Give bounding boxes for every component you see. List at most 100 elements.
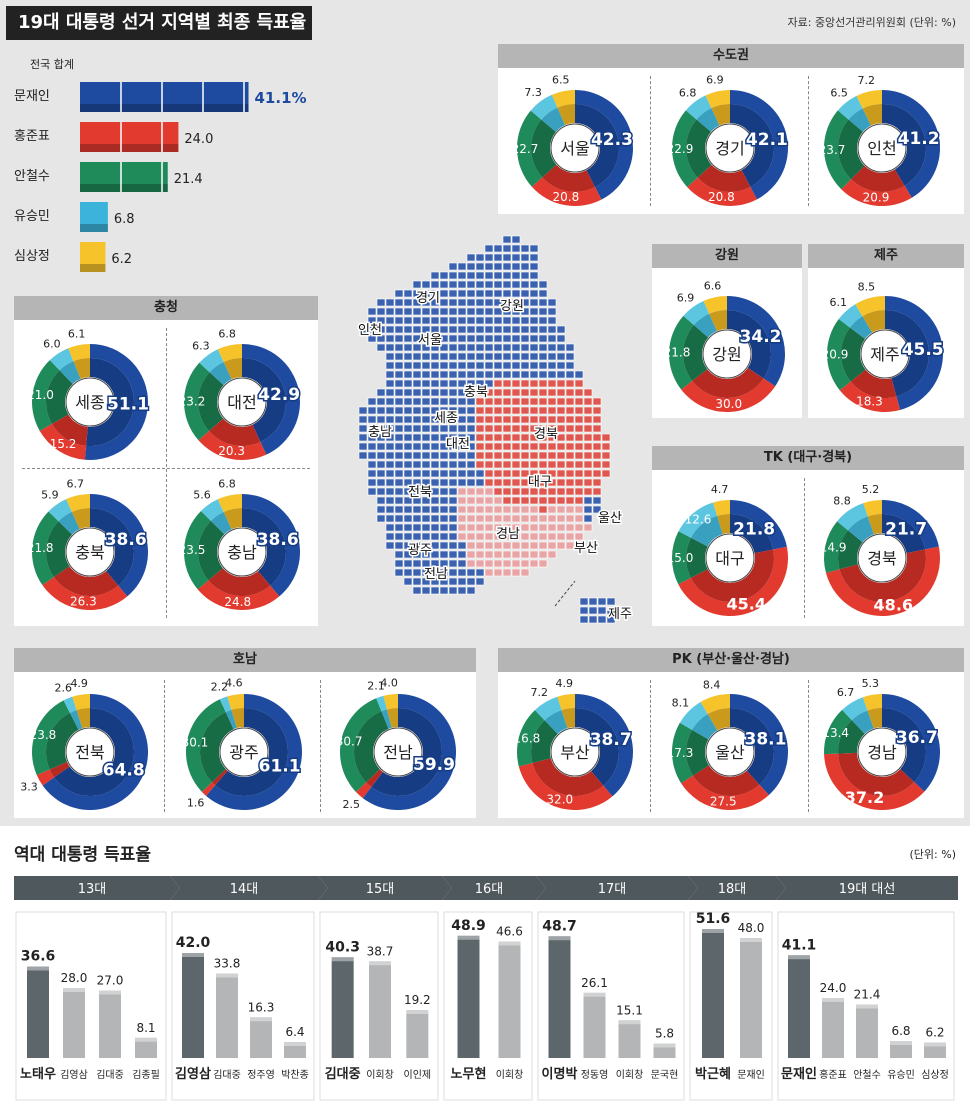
map-tile (412, 343, 422, 352)
donut-slice (518, 762, 613, 810)
map-tile (529, 442, 539, 451)
donut-inner-slice (544, 710, 568, 734)
map-tile (439, 325, 449, 334)
map-tile (484, 532, 494, 541)
map-tile (520, 307, 530, 316)
donut-slice (201, 782, 216, 796)
map-tile (421, 424, 431, 433)
map-tile (556, 514, 566, 523)
map-tile (385, 316, 395, 325)
map-tile (565, 370, 575, 379)
map-tile (448, 514, 458, 523)
map-tile (547, 532, 557, 541)
history-bar-top (583, 992, 606, 997)
map-tile (475, 496, 485, 505)
donut-value: 30.1 (182, 735, 209, 749)
map-tile-jeju (597, 597, 607, 606)
map-tile (448, 469, 458, 478)
map-tile (547, 424, 557, 433)
map-tile (493, 514, 503, 523)
map-tile (430, 532, 440, 541)
map-tile (583, 388, 593, 397)
election-label: 17대 (598, 882, 627, 897)
map-tile (403, 577, 413, 586)
map-tile (448, 577, 458, 586)
map-tile (421, 568, 431, 577)
map-tile (376, 334, 386, 343)
donut-inner-slice (212, 769, 228, 786)
map-tile (574, 532, 584, 541)
map-tile (529, 550, 539, 559)
map-tile (493, 316, 503, 325)
donut-center (857, 533, 907, 583)
map-tile (394, 460, 404, 469)
map-tile (457, 316, 467, 325)
map-tile (448, 298, 458, 307)
history-title: 역대 대통령 득표율 (14, 845, 151, 865)
map-tile (475, 370, 485, 379)
map-tile (493, 388, 503, 397)
map-tile (457, 334, 467, 343)
donut-center (705, 727, 755, 777)
map-tile (574, 487, 584, 496)
donut-slice (672, 722, 693, 784)
map-tile (475, 343, 485, 352)
history-candidate: 김종필 (132, 1069, 160, 1081)
map-tile (466, 298, 476, 307)
donut-inner-slice (46, 370, 73, 424)
national-name: 심상정 (14, 249, 50, 264)
map-tile (529, 451, 539, 460)
donut-value: 34.2 (740, 327, 782, 347)
map-tile (538, 334, 548, 343)
map-tile (556, 325, 566, 334)
map-tile (592, 496, 602, 505)
donut-inner-slice (561, 708, 575, 729)
donut-slice (198, 431, 267, 460)
donut-value: 32.0 (546, 793, 573, 807)
map-tile (448, 496, 458, 505)
map-tile (574, 460, 584, 469)
map-tile (385, 433, 395, 442)
map-tile (466, 406, 476, 415)
map-tile (457, 289, 467, 298)
history-bar (822, 998, 844, 1058)
map-tile (385, 415, 395, 424)
map-tile (529, 523, 539, 532)
map-tile (475, 271, 485, 280)
map-tile (430, 433, 440, 442)
map-tile (574, 523, 584, 532)
donut-inner-slice (542, 164, 596, 193)
history-candidate: 이회창 (496, 1069, 524, 1081)
map-tile (394, 541, 404, 550)
map-tile (511, 379, 521, 388)
map-tile (466, 496, 476, 505)
map-tile (475, 478, 485, 487)
map-tile (538, 316, 548, 325)
map-tile (511, 262, 521, 271)
national-bar-shadow (80, 184, 168, 192)
donut-slice (672, 531, 691, 585)
map-tile (484, 469, 494, 478)
donut-inner-slice (86, 358, 134, 446)
election-label: 13대 (78, 882, 107, 897)
donut-inner-slice (730, 708, 774, 785)
map-tile (439, 541, 449, 550)
map-tile (547, 379, 557, 388)
map-tile (511, 478, 521, 487)
map-tile (448, 559, 458, 568)
map-tile (385, 424, 395, 433)
map-tile (466, 253, 476, 262)
history-bar-top (890, 1041, 912, 1045)
map-tile (457, 478, 467, 487)
map-tile (367, 469, 377, 478)
map-tile (574, 496, 584, 505)
map-tile-jeju (579, 597, 589, 606)
map-tile (538, 352, 548, 361)
map-tile (421, 478, 431, 487)
map-tile (403, 550, 413, 559)
map-tile (430, 379, 440, 388)
map-tile (502, 478, 512, 487)
donut-slice (376, 695, 387, 712)
donut-inner-slice (696, 108, 720, 132)
map-tile (430, 325, 440, 334)
